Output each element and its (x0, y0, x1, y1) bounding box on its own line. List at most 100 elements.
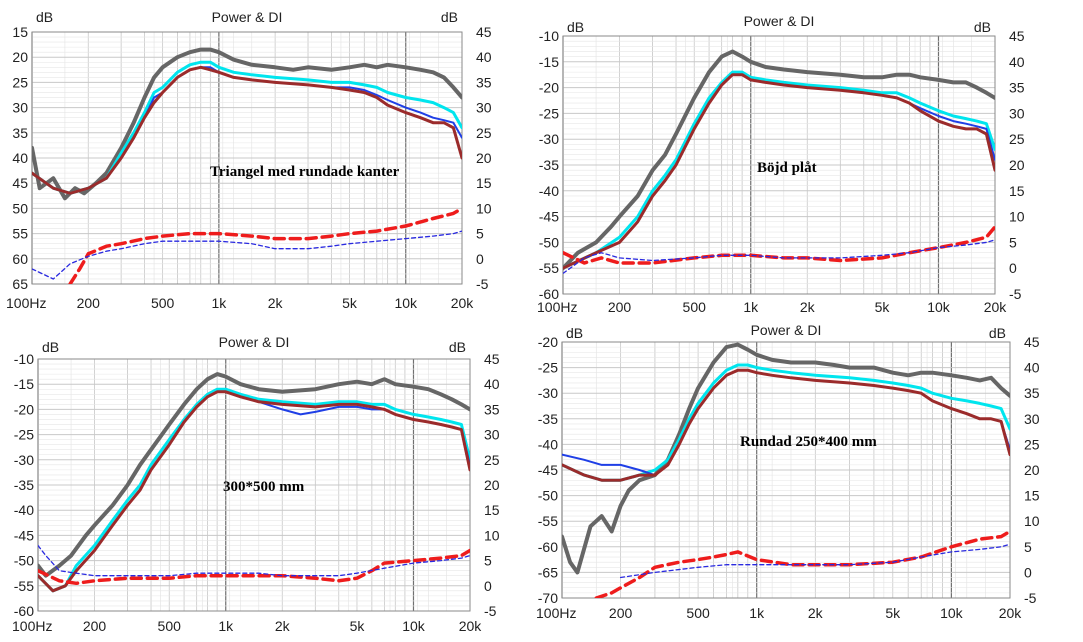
x-tick-label: 5k (885, 605, 901, 621)
x-tick-label: 1k (211, 295, 227, 311)
series-line-maroon (38, 390, 470, 593)
y-tick-label-left: -30 (539, 131, 559, 147)
x-tick-label: 2k (275, 618, 291, 634)
series-line-cyan (562, 363, 1010, 482)
x-tick-label: 500 (151, 295, 175, 311)
y-tick-label-right: 0 (1009, 260, 1017, 276)
x-tick-label: 20k (999, 605, 1023, 621)
y-tick-label-right: 0 (484, 578, 492, 594)
y-tick-label-left: 25 (12, 74, 28, 90)
y-tick-label-right: -5 (484, 603, 497, 619)
y-tick-label-right: 5 (484, 553, 492, 569)
y-tick-label-right: 30 (484, 427, 500, 443)
x-tick-label: 5k (350, 618, 366, 634)
y-tick-label-left: -45 (14, 527, 34, 543)
series-line-di-thin-blue (32, 230, 462, 280)
y-tick-label-right: 0 (1024, 564, 1032, 580)
x-tick-label: 2k (808, 605, 824, 621)
y-tick-label-right: 10 (476, 200, 492, 216)
y-tick-label-left: -40 (539, 183, 559, 199)
y-axis-right-label: dB (449, 339, 466, 355)
y-tick-label-left: -35 (539, 157, 559, 173)
series-line-di-thin-blue (563, 239, 995, 275)
y-tick-label-left: 40 (12, 150, 28, 166)
y-tick-label-left: 30 (12, 100, 28, 116)
y-tick-label-right: 25 (484, 452, 500, 468)
x-tick-label: 500 (158, 618, 182, 634)
y-tick-label-left: -20 (538, 334, 558, 350)
y-tick-label-right: 45 (1024, 334, 1040, 350)
y-tick-label-right: 30 (1024, 411, 1040, 427)
annotation-bojd-plat: Böjd plåt (757, 160, 817, 176)
x-tick-label: 20k (984, 299, 1008, 315)
y-tick-label-right: 15 (1009, 183, 1025, 199)
y-tick-label-right: 40 (476, 49, 492, 65)
y-tick-label-right: 35 (1009, 80, 1025, 96)
x-tick-label: 1k (743, 299, 759, 315)
power-di-chart-300x500: Power & DI dB dB -10 -15 -20 -25 -30 -35 -40 -45 -5… (12, 334, 500, 634)
y-tick-label-left: -10 (539, 28, 559, 44)
y-tick-label-right: 5 (1009, 234, 1017, 250)
y-tick-label-left: 45 (12, 175, 28, 191)
y-tick-label-right: 5 (1024, 539, 1032, 555)
y-tick-label-right: 10 (1024, 513, 1040, 529)
y-tick-label-left: -25 (14, 427, 34, 443)
y-tick-label-left: -60 (539, 286, 559, 302)
series-line-cyan (563, 70, 995, 270)
y-tick-label-right: 25 (1009, 131, 1025, 147)
series-line-di-thin-blue (38, 544, 470, 577)
y-tick-label-right: 20 (476, 150, 492, 166)
y-tick-label-left: 35 (12, 125, 28, 141)
x-tick-label: 1k (218, 618, 234, 634)
y-axis-left-label: dB (36, 9, 53, 25)
x-tick-label: 200 (77, 295, 101, 311)
y-tick-label-right: 10 (1009, 209, 1025, 225)
series-group (32, 47, 462, 284)
y-tick-label-left: 60 (12, 251, 28, 267)
y-tick-label-right: 20 (484, 477, 500, 493)
plot-frame (37, 358, 471, 612)
y-tick-label-left: 15 (12, 24, 28, 40)
y-tick-label-right: 25 (476, 125, 492, 141)
chart-title: Power & DI (219, 334, 290, 350)
x-tick-label: 5k (342, 295, 358, 311)
y-tick-label-right: 40 (1009, 54, 1025, 70)
y-tick-label-right: 35 (1024, 385, 1040, 401)
y-tick-label-right: 30 (476, 100, 492, 116)
x-tick-label: 2k (800, 299, 816, 315)
series-group (563, 49, 995, 275)
y-tick-label-right: 45 (476, 24, 492, 40)
y-tick-label-left: 20 (12, 49, 28, 65)
chart-title: Power & DI (751, 322, 822, 338)
y-axis-right-label: dB (989, 325, 1006, 341)
x-tick-label: 100Hz (12, 618, 52, 634)
series-line-maroon (32, 65, 462, 195)
series-group (562, 342, 1010, 598)
series-line-power-upper (38, 372, 470, 578)
x-tick-label: 1k (749, 605, 765, 621)
y-tick-label-left: -55 (14, 578, 34, 594)
y-tick-label-right: 35 (484, 401, 500, 417)
y-tick-label-right: 45 (1009, 28, 1025, 44)
y-tick-label-left: -30 (14, 452, 34, 468)
y-axis-right-label: dB (974, 19, 991, 35)
y-tick-label-right: 0 (476, 251, 484, 267)
y-tick-label-left: -30 (538, 385, 558, 401)
y-tick-label-right: 10 (484, 527, 500, 543)
y-tick-label-right: 20 (1024, 462, 1040, 478)
plot-frame (561, 341, 1011, 599)
y-tick-label-left: -55 (538, 513, 558, 529)
x-tick-label: 20k (459, 618, 483, 634)
x-tick-label: 100Hz (537, 299, 577, 315)
x-tick-label: 100Hz (6, 295, 46, 311)
annotation-rundad: Rundad 250*400 mm (740, 434, 877, 450)
x-tick-label: 100Hz (536, 605, 576, 621)
series-line-di-thin-blue (619, 543, 1010, 579)
series-line-maroon (563, 73, 995, 270)
y-tick-label-left: -40 (538, 436, 558, 452)
y-tick-label-right: 25 (1024, 436, 1040, 452)
y-tick-label-right: 15 (476, 175, 492, 191)
annotation-300x500: 300*500 mm (223, 479, 305, 495)
